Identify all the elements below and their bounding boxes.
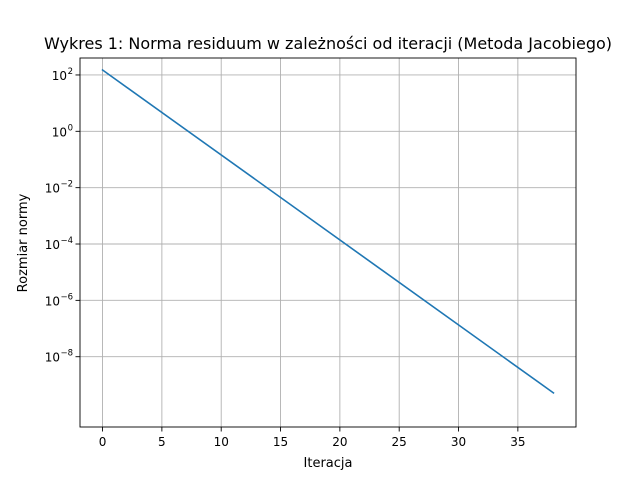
- y-tick-base: 10: [45, 182, 60, 196]
- x-tick-label: 15: [273, 435, 288, 449]
- y-tick-base: 10: [45, 294, 60, 308]
- y-tick-label: −610: [45, 292, 73, 308]
- y-tick-label: 010: [52, 123, 73, 139]
- y-tick-label: −210: [45, 180, 73, 196]
- y-tick-base: 10: [45, 351, 60, 365]
- x-tick-label: 0: [99, 435, 107, 449]
- y-tick-base: 10: [45, 238, 60, 252]
- series-layer: [101, 68, 555, 394]
- y-tick-exponent: 2: [68, 67, 73, 77]
- x-tick-label: 35: [510, 435, 525, 449]
- y-tick-exponent: −6: [60, 292, 73, 302]
- series-line: [101, 68, 555, 394]
- x-axis-label: Iteracja: [304, 456, 353, 471]
- x-tick-label: 10: [214, 435, 229, 449]
- plot-area: [80, 58, 576, 427]
- y-tick-base: 10: [52, 69, 67, 83]
- y-tick-label: −410: [45, 236, 73, 252]
- x-tick-label: 25: [392, 435, 407, 449]
- y-tick-label: 210: [52, 67, 73, 83]
- x-tick-label: 5: [158, 435, 166, 449]
- y-tick-exponent: −4: [60, 236, 73, 246]
- y-tick-exponent: −8: [60, 349, 73, 359]
- x-axis-ticks: 0 5 10 15 20 25 30 35: [99, 427, 525, 449]
- x-tick-label: 30: [451, 435, 466, 449]
- y-tick-label: −810: [45, 349, 73, 365]
- x-tick-label: 20: [332, 435, 347, 449]
- chart-title: Wykres 1: Norma residuum w zależności od…: [44, 34, 612, 53]
- y-tick-exponent: −2: [60, 180, 73, 190]
- grid: [80, 58, 576, 427]
- y-axis-label: Rozmiar normy: [16, 193, 31, 292]
- plot-frame: [79, 57, 577, 428]
- y-tick-base: 10: [52, 125, 67, 139]
- y-tick-exponent: 0: [68, 123, 73, 133]
